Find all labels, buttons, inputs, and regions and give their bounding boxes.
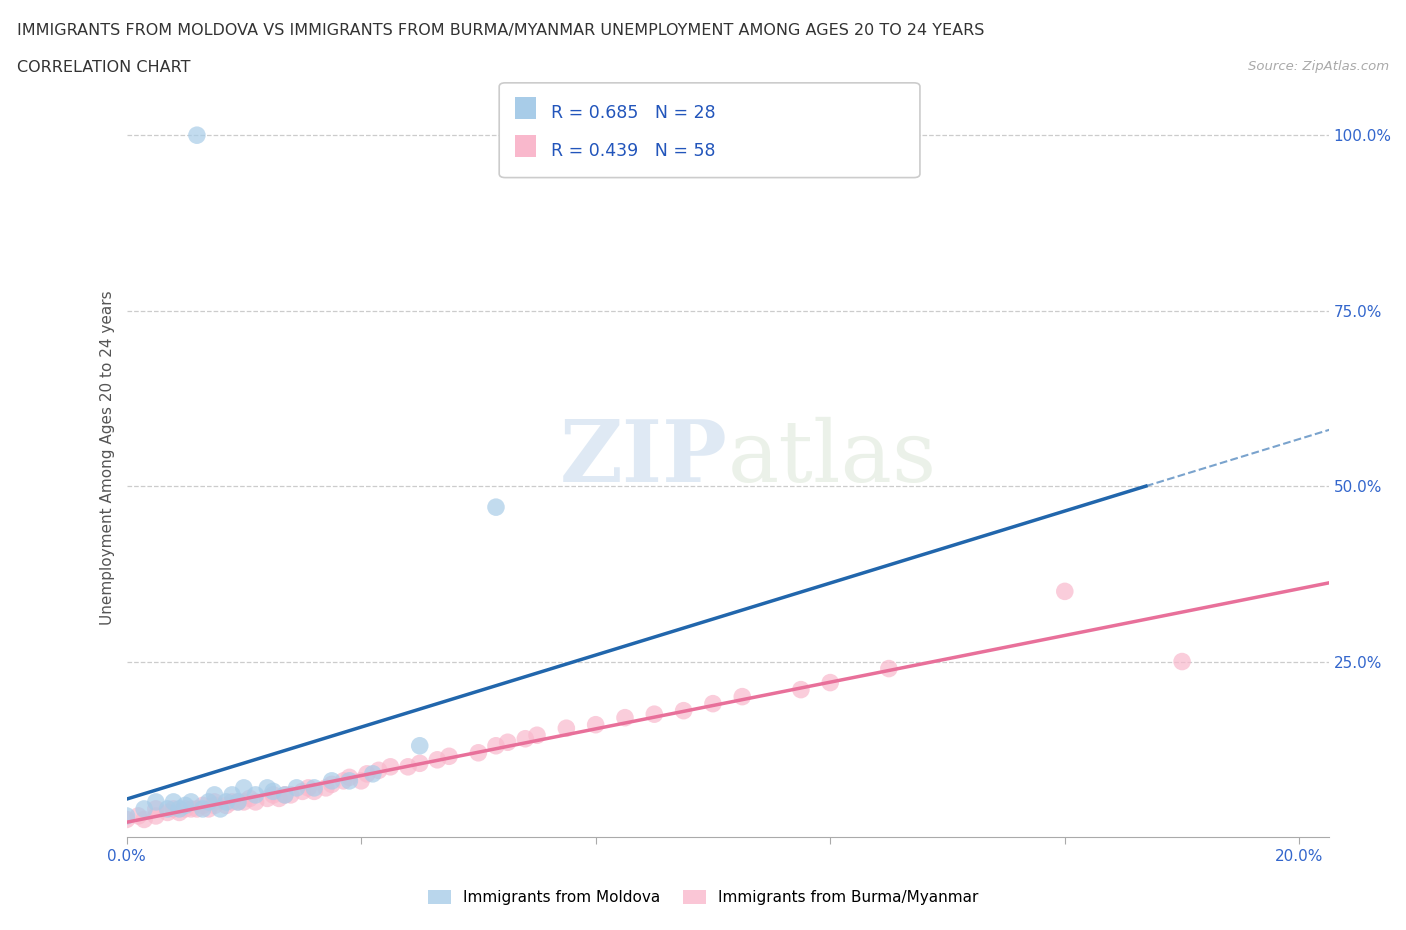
Point xyxy=(221,794,243,809)
Point xyxy=(226,794,249,809)
Point xyxy=(262,784,284,799)
Point xyxy=(145,794,167,809)
Point xyxy=(256,780,278,795)
Text: atlas: atlas xyxy=(728,417,936,499)
Point xyxy=(585,717,607,732)
Point xyxy=(209,802,232,817)
Point xyxy=(239,790,262,805)
Point xyxy=(245,794,267,809)
Point xyxy=(245,788,267,803)
Text: CORRELATION CHART: CORRELATION CHART xyxy=(17,60,190,75)
Point xyxy=(134,812,156,827)
Point xyxy=(156,802,179,817)
Point xyxy=(134,802,156,817)
Point xyxy=(115,808,138,823)
Point xyxy=(145,808,167,823)
Point xyxy=(555,721,578,736)
Point xyxy=(186,802,208,817)
Point xyxy=(156,805,179,820)
Point xyxy=(174,798,197,813)
Point xyxy=(790,683,813,698)
Point xyxy=(197,802,219,817)
Point xyxy=(145,802,167,817)
Point xyxy=(1053,584,1076,599)
Point xyxy=(515,731,537,746)
Point xyxy=(526,728,548,743)
Point xyxy=(302,780,325,795)
Point xyxy=(115,812,138,827)
Point xyxy=(204,788,226,803)
Point xyxy=(204,794,226,809)
Point xyxy=(315,780,337,795)
Y-axis label: Unemployment Among Ages 20 to 24 years: Unemployment Among Ages 20 to 24 years xyxy=(100,291,115,625)
Point xyxy=(186,127,208,142)
Point xyxy=(232,780,254,795)
Point xyxy=(262,788,284,803)
Point xyxy=(297,780,319,795)
Point xyxy=(191,802,214,817)
Point xyxy=(367,763,389,777)
Point xyxy=(1171,654,1194,669)
Point xyxy=(226,794,249,809)
Point xyxy=(672,703,695,718)
FancyBboxPatch shape xyxy=(499,83,920,178)
Point xyxy=(380,760,402,775)
Point xyxy=(361,766,384,781)
Point xyxy=(437,749,460,764)
Point xyxy=(274,788,297,803)
Point xyxy=(169,802,191,817)
Point xyxy=(731,689,754,704)
Text: IMMIGRANTS FROM MOLDOVA VS IMMIGRANTS FROM BURMA/MYANMAR UNEMPLOYMENT AMONG AGES: IMMIGRANTS FROM MOLDOVA VS IMMIGRANTS FR… xyxy=(17,23,984,38)
Text: Source: ZipAtlas.com: Source: ZipAtlas.com xyxy=(1249,60,1389,73)
FancyBboxPatch shape xyxy=(515,98,537,119)
Point xyxy=(169,805,191,820)
Point xyxy=(643,707,665,722)
Point xyxy=(350,774,373,789)
Point xyxy=(204,798,226,813)
Point xyxy=(162,802,184,817)
Point xyxy=(321,774,343,789)
Point xyxy=(197,794,219,809)
Point xyxy=(337,770,360,785)
Point xyxy=(256,790,278,805)
Point xyxy=(232,794,254,809)
Point xyxy=(180,802,202,817)
Point xyxy=(396,760,419,775)
Point xyxy=(496,735,519,750)
Point xyxy=(467,745,489,760)
Point xyxy=(409,738,432,753)
Legend: Immigrants from Moldova, Immigrants from Burma/Myanmar: Immigrants from Moldova, Immigrants from… xyxy=(422,884,984,911)
Text: ZIP: ZIP xyxy=(560,416,728,500)
Point xyxy=(702,697,724,711)
Point xyxy=(162,794,184,809)
Point xyxy=(180,794,202,809)
Point xyxy=(332,774,354,789)
Point xyxy=(409,756,432,771)
Point xyxy=(191,798,214,813)
Text: R = 0.439   N = 58: R = 0.439 N = 58 xyxy=(551,142,716,160)
Point xyxy=(485,738,508,753)
Point xyxy=(285,780,308,795)
Point xyxy=(321,777,343,791)
Point xyxy=(818,675,841,690)
Point xyxy=(215,794,238,809)
Point xyxy=(274,788,297,803)
Point xyxy=(337,774,360,789)
Point xyxy=(221,788,243,803)
Point xyxy=(174,802,197,817)
Point xyxy=(614,711,637,725)
Point xyxy=(356,766,378,781)
FancyBboxPatch shape xyxy=(515,135,537,157)
Point xyxy=(127,808,149,823)
Point xyxy=(215,798,238,813)
Text: R = 0.685   N = 28: R = 0.685 N = 28 xyxy=(551,104,716,122)
Point xyxy=(426,752,449,767)
Point xyxy=(291,784,314,799)
Point xyxy=(302,784,325,799)
Point xyxy=(267,790,290,805)
Point xyxy=(485,499,508,514)
Point xyxy=(877,661,900,676)
Point xyxy=(280,788,302,803)
